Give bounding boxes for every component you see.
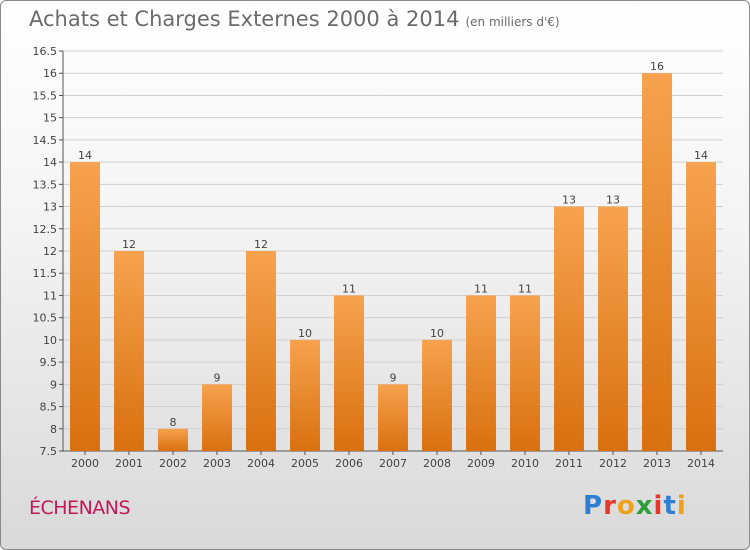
x-tick-label: 2009 [467, 457, 495, 470]
bar-value-label: 11 [342, 282, 356, 295]
bar [466, 295, 496, 451]
bar-value-label: 13 [606, 194, 620, 207]
y-tick-label: 15.5 [33, 89, 58, 102]
y-tick-label: 14.5 [33, 134, 58, 147]
y-tick-label: 13 [43, 201, 57, 214]
x-tick-label: 2006 [335, 457, 363, 470]
logo-letter: P [583, 491, 604, 521]
bar [598, 206, 628, 451]
logo-letter: i [676, 491, 687, 521]
bar-value-label: 12 [122, 238, 136, 251]
x-tick-label: 2014 [687, 457, 715, 470]
bar-value-label: 11 [474, 282, 488, 295]
bar [422, 339, 452, 451]
y-tick-label: 15 [43, 112, 57, 125]
bar [70, 162, 100, 451]
y-tick-label: 14 [43, 156, 57, 169]
y-tick-label: 12 [43, 245, 57, 258]
bar [554, 206, 584, 451]
x-tick-label: 2010 [511, 457, 539, 470]
logo-letter: x [635, 491, 654, 521]
logo-letter: t [663, 491, 677, 521]
y-tick-label: 8 [50, 423, 57, 436]
bar [378, 384, 408, 451]
x-tick-label: 2005 [291, 457, 319, 470]
bar [334, 295, 364, 451]
y-tick-label: 13.5 [33, 178, 58, 191]
proxiti-logo[interactable]: Proxiti [583, 491, 687, 521]
bar-value-label: 11 [518, 282, 532, 295]
commune-name: ÉCHENANS [29, 497, 131, 519]
x-tick-label: 2001 [115, 457, 143, 470]
bar-value-label: 9 [390, 371, 397, 384]
bar-value-label: 14 [694, 149, 708, 162]
y-tick-label: 10.5 [33, 312, 58, 325]
x-tick-label: 2000 [71, 457, 99, 470]
y-tick-label: 11 [43, 289, 57, 302]
y-tick-label: 9 [50, 378, 57, 391]
bar [158, 428, 188, 451]
bar-value-label: 10 [430, 327, 444, 340]
y-tick-label: 8.5 [40, 401, 58, 414]
bar [290, 339, 320, 451]
x-tick-label: 2013 [643, 457, 671, 470]
x-tick-label: 2007 [379, 457, 407, 470]
bar-value-label: 14 [78, 149, 92, 162]
logo-letter: r [603, 491, 617, 521]
chart-unit: (en milliers d'€) [465, 15, 560, 29]
y-tick-label: 16 [43, 67, 57, 80]
logo-letter: i [653, 491, 664, 521]
x-tick-label: 2008 [423, 457, 451, 470]
y-tick-label: 10 [43, 334, 57, 347]
x-tick-label: 2004 [247, 457, 275, 470]
bar-value-label: 13 [562, 194, 576, 207]
bar [246, 251, 276, 451]
bar-value-label: 12 [254, 238, 268, 251]
x-tick-label: 2012 [599, 457, 627, 470]
y-tick-label: 16.5 [33, 45, 58, 58]
x-tick-label: 2002 [159, 457, 187, 470]
y-tick-label: 9.5 [40, 356, 58, 369]
bar-value-label: 10 [298, 327, 312, 340]
bar-value-label: 9 [214, 371, 221, 384]
x-tick-label: 2003 [203, 457, 231, 470]
y-tick-label: 7.5 [40, 445, 58, 458]
bar [202, 384, 232, 451]
bar [686, 162, 716, 451]
bar [114, 251, 144, 451]
y-tick-label: 11.5 [33, 267, 58, 280]
bar-value-label: 16 [650, 60, 664, 73]
bar-value-label: 8 [170, 416, 177, 429]
bar [642, 73, 672, 451]
chart-title-text: Achats et Charges Externes 2000 à 2014 [29, 7, 460, 31]
chart-title: Achats et Charges Externes 2000 à 2014 (e… [29, 7, 560, 31]
y-tick-label: 12.5 [33, 223, 58, 236]
logo-letter: o [616, 491, 636, 521]
bar [510, 295, 540, 451]
x-tick-label: 2011 [555, 457, 583, 470]
